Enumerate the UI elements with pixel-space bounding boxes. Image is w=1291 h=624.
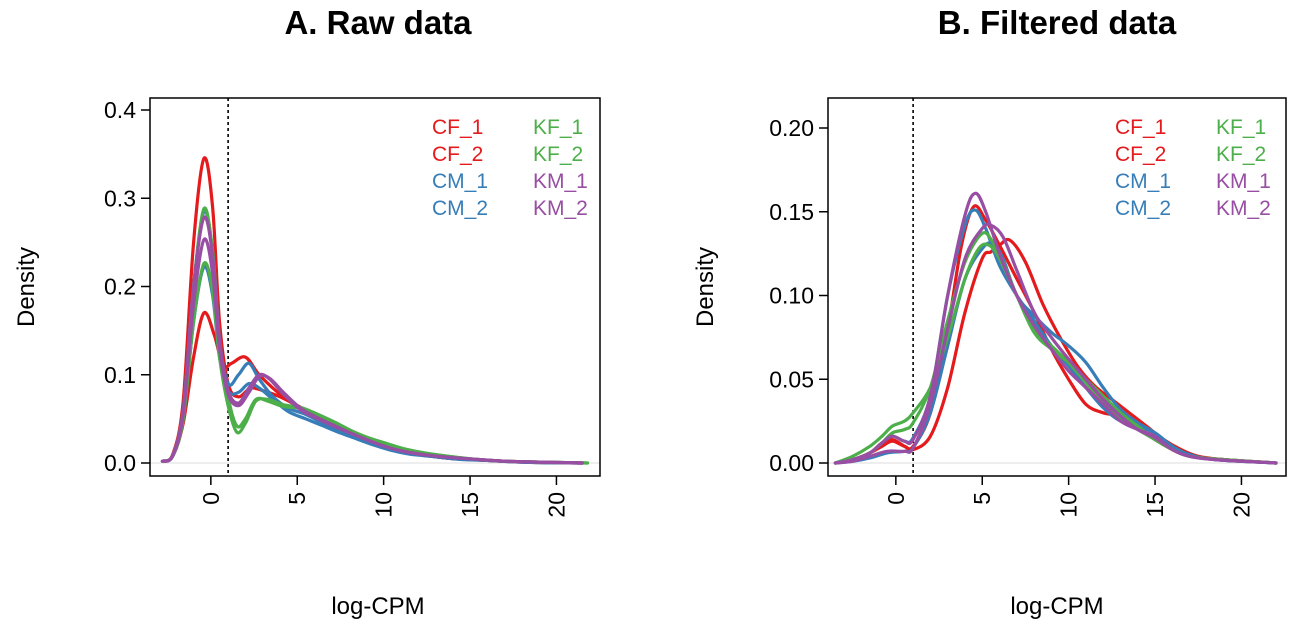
x-axis: 0 5 10 15 20: [198, 476, 570, 518]
y-axis-label: Density: [692, 247, 719, 327]
series-line-kf1: [160, 206, 590, 465]
y-axis-label: Density: [13, 247, 40, 327]
x-tick-labels: 0 5 10 15 20: [883, 492, 1255, 518]
panel-filtered-data: B. Filtered data 0 5 10 15 20 0.000.050.100.…: [692, 4, 1287, 620]
y-axis: 0.0 0.1 0.2 0.3 0.4: [104, 97, 150, 476]
legend-entry-cf1: CF_1: [1115, 116, 1166, 139]
legend-entry-cf2: CF_2: [1115, 143, 1166, 166]
plot-area-filtered: 0 5 10 15 20 0.00 0.05 0.10 0.15 0.20: [769, 97, 1287, 518]
y-ticks: [141, 109, 150, 464]
legend-entry-kf2: KF_2: [1216, 143, 1266, 166]
x-ticks: [210, 476, 558, 485]
plot-area-raw: 0 5 10 15 20 0.0 0.1 0.2 0.3 0.4: [104, 97, 601, 518]
series-line-cf2: [160, 156, 584, 465]
y-tick-label: 0.0: [104, 450, 136, 476]
y-axis: 0.00 0.05 0.10 0.15 0.20: [769, 115, 828, 476]
legend-entry-cf1: CF_1: [432, 116, 483, 139]
y-ticks: [819, 127, 828, 464]
x-tick-labels: 0 5 10 15 20: [198, 492, 570, 518]
legend-entry-cm2: CM_2: [1115, 197, 1171, 220]
series-line-km1: [160, 215, 584, 465]
legend: CF_1 CF_2 CM_1 CM_2 KF_1 KF_2 KM_1 KM_2: [432, 116, 588, 220]
series-line-km2: [160, 237, 584, 465]
legend-entry-km2: KM_2: [533, 197, 588, 220]
legend-entry-cm1: CM_1: [432, 170, 488, 193]
series-line-km2: [833, 222, 1278, 465]
x-tick-label: 20: [543, 492, 569, 518]
y-tick-label: 0.3: [104, 185, 136, 211]
legend-entry-km1: KM_1: [1216, 170, 1271, 193]
y-tick-labels: 0.0 0.1 0.2 0.3 0.4: [104, 97, 136, 476]
y-tick-label: 0.05: [769, 366, 814, 392]
panel-a-title: A. Raw data: [284, 4, 472, 41]
y-tick-label: 0.1: [104, 362, 136, 388]
y-tick-label: 0.2: [104, 274, 136, 300]
y-tick-label: 0.10: [769, 283, 814, 309]
legend-entry-km1: KM_1: [533, 170, 588, 193]
series-line-cm1: [160, 209, 584, 465]
x-axis: 0 5 10 15 20: [883, 476, 1255, 518]
x-axis-label: log-CPM: [1010, 593, 1103, 620]
x-tick-label: 10: [1056, 492, 1082, 518]
series-line-kf2: [160, 261, 590, 465]
legend-entry-cm1: CM_1: [1115, 170, 1171, 193]
panel-raw-data: A. Raw data 0 5 10 15 20 0.0 0.1 0.2 0.3 0.4 log…: [13, 4, 601, 620]
x-axis-label: log-CPM: [331, 593, 424, 620]
y-tick-label: 0.4: [104, 97, 136, 123]
legend-entry-cm2: CM_2: [432, 197, 488, 220]
legend-entry-kf2: KF_2: [533, 143, 583, 166]
legend: CF_1 CF_2 CM_1 CM_2 KF_1 KF_2 KM_1 KM_2: [1115, 116, 1271, 220]
y-tick-label: 0.15: [769, 199, 814, 225]
density-curves: [160, 156, 590, 465]
y-tick-label: 0.20: [769, 115, 814, 141]
plot-box: [827, 97, 1287, 477]
y-tick-labels: 0.00 0.05 0.10 0.15 0.20: [769, 115, 814, 476]
legend-entry-cf2: CF_2: [432, 143, 483, 166]
x-ticks: [895, 476, 1243, 485]
x-tick-label: 15: [1142, 492, 1168, 518]
x-tick-label: 0: [198, 492, 224, 505]
legend-entry-kf1: KF_1: [1216, 116, 1266, 139]
panel-b-title: B. Filtered data: [938, 4, 1177, 41]
legend-entry-kf1: KF_1: [533, 116, 583, 139]
x-tick-label: 0: [883, 492, 909, 505]
x-tick-label: 15: [457, 492, 483, 518]
x-tick-label: 5: [284, 492, 310, 505]
density-curves: [833, 191, 1278, 465]
legend-entry-km2: KM_2: [1216, 197, 1271, 220]
x-tick-label: 20: [1228, 492, 1254, 518]
x-tick-label: 10: [371, 492, 397, 518]
y-tick-label: 0.00: [769, 450, 814, 476]
x-tick-label: 5: [969, 492, 995, 505]
